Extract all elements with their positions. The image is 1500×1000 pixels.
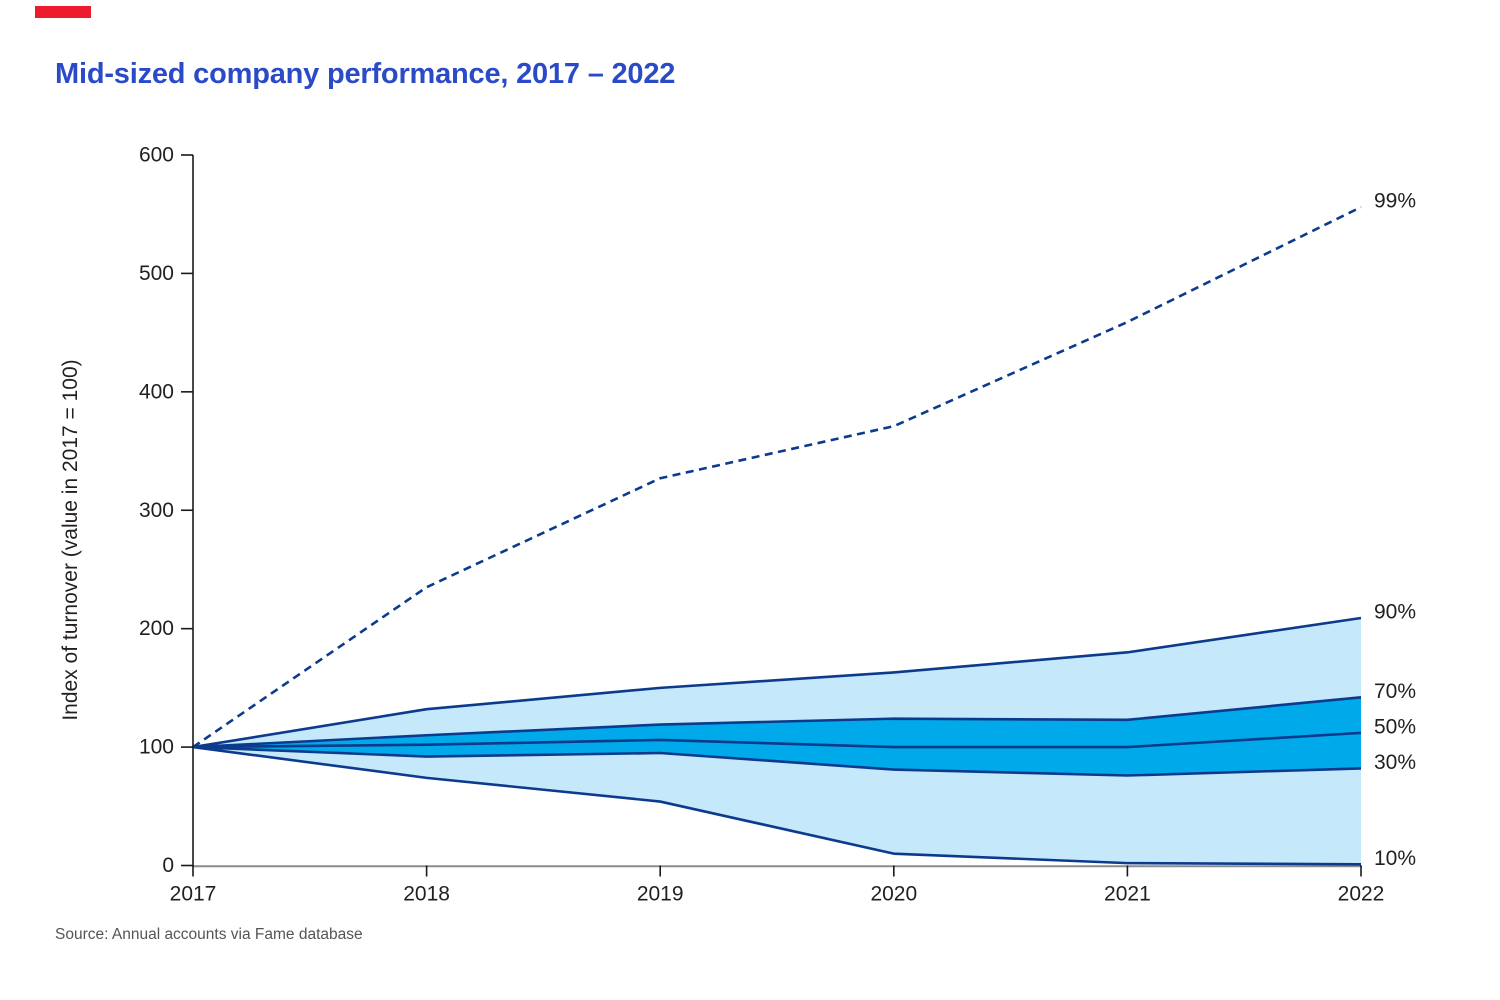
y-tick-label: 400 [139,380,174,403]
x-tick-label: 2018 [403,883,450,906]
y-tick-label: 200 [139,617,174,640]
percentile-label-10: 10% [1374,847,1416,870]
series-line-90 [192,616,1362,749]
series-line-70 [192,696,1362,749]
x-tick-label: 2022 [1338,883,1385,906]
page-title: Mid-sized company performance, 2017 – 20… [55,58,676,90]
series-line-10 [192,745,1362,866]
percentile-label-99: 99% [1374,190,1416,213]
y-tick-label: 500 [139,262,174,285]
percentile-label-30: 30% [1374,751,1416,774]
x-tick-label: 2020 [870,883,917,906]
x-tick-label: 2017 [170,883,217,906]
percentile-label-70: 70% [1374,680,1416,703]
series-line-50 [192,731,1362,749]
series-line-99 [192,205,1362,749]
source-note: Source: Annual accounts via Fame databas… [55,926,363,943]
percentile-label-50: 50% [1374,715,1416,738]
series-line-30 [192,745,1362,777]
y-axis-title: Index of turnover (value in 2017 = 100) [59,359,82,720]
y-tick-label: 600 [139,144,174,167]
percentile-label-90: 90% [1374,601,1416,624]
x-tick-label: 2021 [1104,883,1151,906]
y-tick-label: 300 [139,499,174,522]
y-tick-label: 0 [162,854,174,877]
band-30-70 [193,697,1361,776]
x-tick-label: 2019 [637,883,684,906]
y-tick-label: 100 [139,736,174,759]
brand-bar [35,6,91,18]
